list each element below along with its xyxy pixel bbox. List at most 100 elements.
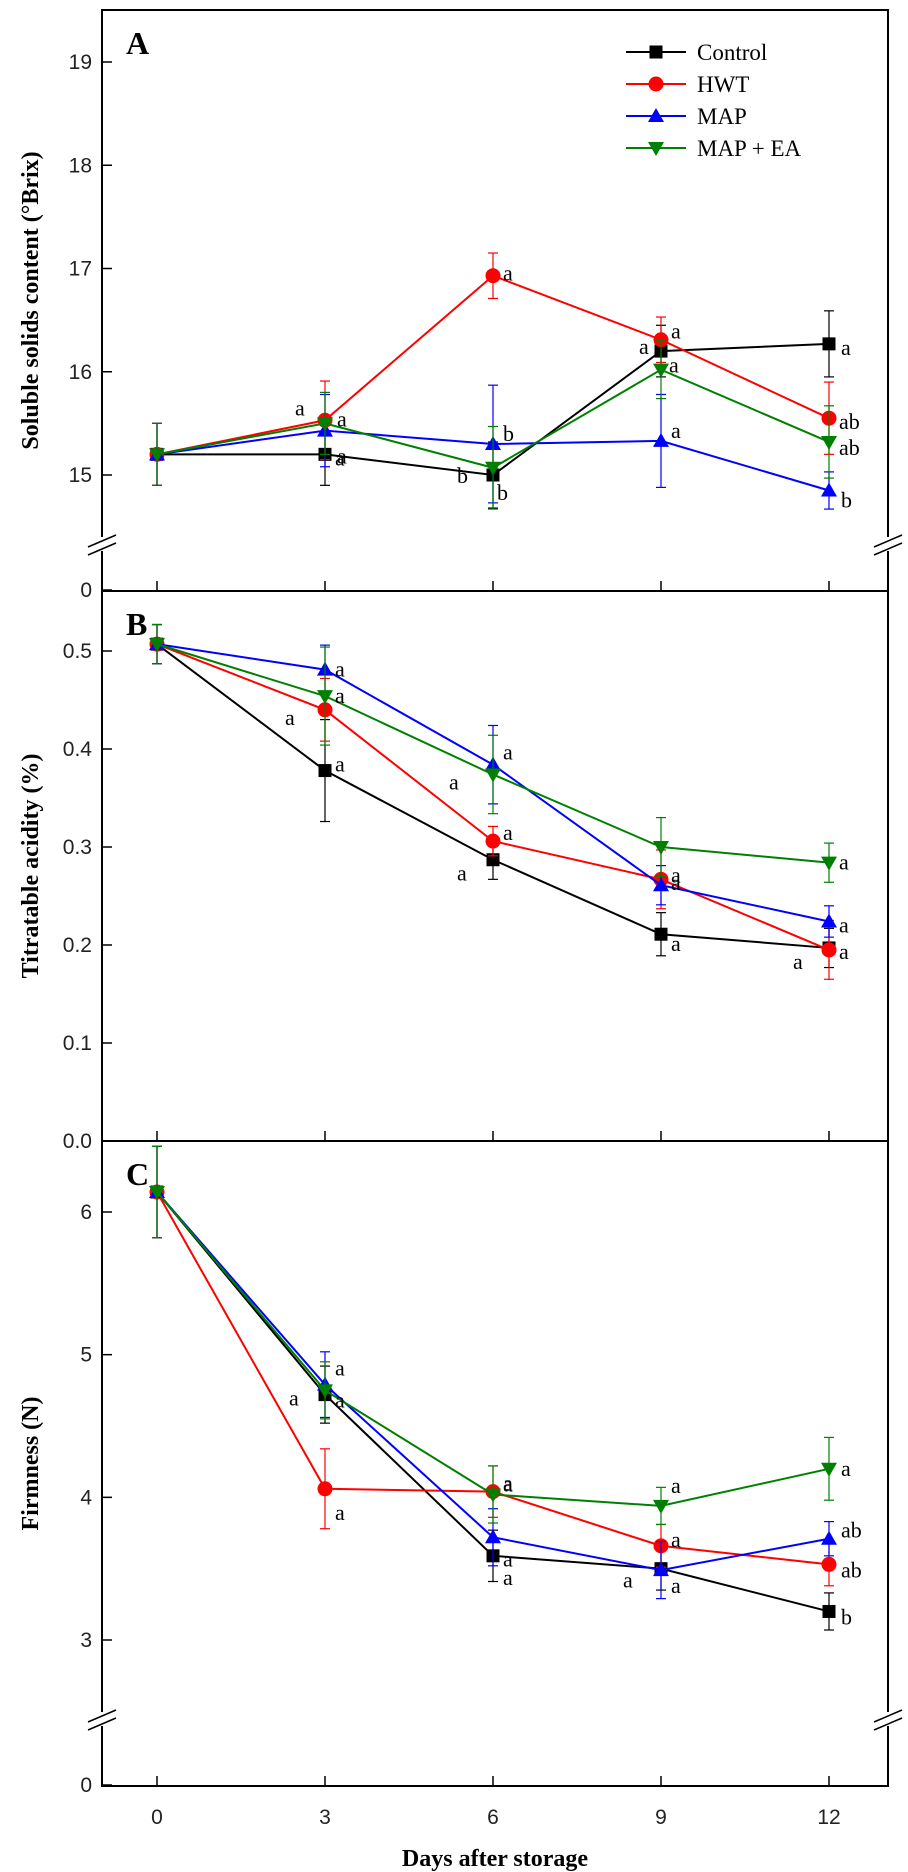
axis-break-gap [872, 537, 904, 551]
x-tick-label: 6 [487, 1806, 499, 1829]
legend-marker [648, 76, 664, 92]
significance-letter: b [503, 421, 514, 446]
data-point [149, 448, 165, 463]
significance-letter: a [839, 912, 849, 937]
significance-letter: ab [839, 435, 860, 460]
series-map-ea: aa aa [149, 1145, 851, 1526]
data-point [653, 332, 669, 348]
data-point [486, 853, 500, 867]
data-point [653, 432, 669, 447]
significance-letter: a [503, 740, 513, 765]
y-tick-label: 0.1 [63, 1032, 92, 1055]
significance-letter: a [671, 931, 681, 956]
axis-break-mark [873, 534, 903, 548]
significance-letter: ab [841, 1518, 862, 1543]
significance-letter: a [669, 353, 679, 378]
y-tick-label: 0.5 [63, 640, 92, 663]
y-tick-label: 0.2 [63, 934, 92, 957]
significance-letter: a [335, 657, 345, 682]
significance-letter: a [639, 334, 649, 359]
y-tick-label: 18 [69, 154, 92, 177]
axis-break-gap [86, 537, 118, 551]
significance-letter: a [503, 1471, 513, 1496]
data-point [317, 1384, 333, 1399]
data-point [821, 1530, 837, 1545]
series-hwt: a a a ab [149, 1145, 862, 1587]
significance-letter: a [503, 1471, 513, 1496]
panel-frame [101, 1140, 889, 1787]
significance-letter: a [841, 335, 851, 360]
series-control: aa ab [150, 1145, 852, 1631]
significance-letter: a [457, 861, 467, 886]
legend-marker [649, 45, 663, 59]
legend-marker [648, 142, 664, 156]
significance-letter: a [503, 261, 513, 286]
significance-letter: a [671, 319, 681, 344]
significance-letter: a [503, 1546, 513, 1571]
x-tick-label: 0 [151, 1806, 163, 1829]
series-map-ea: aaa [149, 623, 849, 883]
y-tick-label: 0.4 [63, 738, 93, 761]
significance-letter: a [337, 443, 347, 468]
axis-break-mark [873, 1717, 903, 1731]
legend-marker [648, 108, 664, 122]
y-axis-title: Soluble solids content (°Brix) [18, 151, 44, 449]
significance-letter: a [449, 769, 459, 794]
y-tick-label: 6 [80, 1201, 92, 1224]
y-tick-label: 0 [80, 579, 92, 602]
data-point [317, 417, 333, 432]
significance-letter: b [457, 463, 468, 488]
significance-letter: ab [839, 409, 860, 434]
data-point [653, 1562, 669, 1577]
x-tick-label: 9 [655, 1806, 667, 1829]
legend-label: MAP [697, 104, 747, 129]
y-tick-label: 4 [80, 1486, 92, 1509]
axis-break-mark [87, 542, 117, 556]
data-point [485, 833, 501, 849]
y-tick-label: 3 [80, 1629, 92, 1652]
data-point [318, 764, 332, 778]
data-point [485, 1488, 501, 1503]
significance-letter: a [671, 418, 681, 443]
panel-frame [101, 9, 889, 592]
data-point [149, 1186, 165, 1201]
significance-letter: ab [841, 1557, 862, 1582]
data-point [485, 1529, 501, 1544]
y-tick-label: 0.3 [63, 836, 92, 859]
legend: Control HWT MAP MAP + EA [626, 40, 802, 161]
panel-a: A 15 16 17 18 19 0 Soluble solids content (°Bri… [18, 9, 904, 602]
data-point [821, 942, 837, 958]
significance-letter: a [335, 446, 345, 471]
significance-letter: a [503, 820, 513, 845]
data-point [821, 913, 837, 928]
axis-break-mark [87, 1717, 117, 1731]
significance-letter: a [671, 1527, 681, 1552]
axis-break-gap [872, 1712, 904, 1726]
data-point [317, 690, 333, 705]
y-axis-title: Titratable acidity (%) [18, 754, 44, 979]
significance-letter: a [671, 870, 681, 895]
x-tick-label: 3 [319, 1806, 331, 1829]
axis-break-mark [87, 1709, 117, 1723]
axis-break-mark [873, 1709, 903, 1723]
panel-letter: B [126, 606, 147, 642]
panel-letter: C [126, 1156, 149, 1192]
y-tick-label: 0 [80, 1774, 92, 1797]
panel-b: B 0.0 0.1 0.2 0.3 0.4 0.5 Titratable acidity (%… [18, 590, 889, 1153]
axis-break-gap [86, 1712, 118, 1726]
significance-letter: a [671, 1473, 681, 1498]
axis-break-mark [873, 542, 903, 556]
x-tick-label: 12 [817, 1806, 840, 1829]
data-point [822, 1604, 836, 1618]
significance-letter: a [841, 1456, 851, 1481]
significance-letter: a [671, 1573, 681, 1598]
legend-label: MAP + EA [697, 136, 802, 161]
significance-letter: a [285, 705, 295, 730]
significance-letter: a [335, 683, 345, 708]
